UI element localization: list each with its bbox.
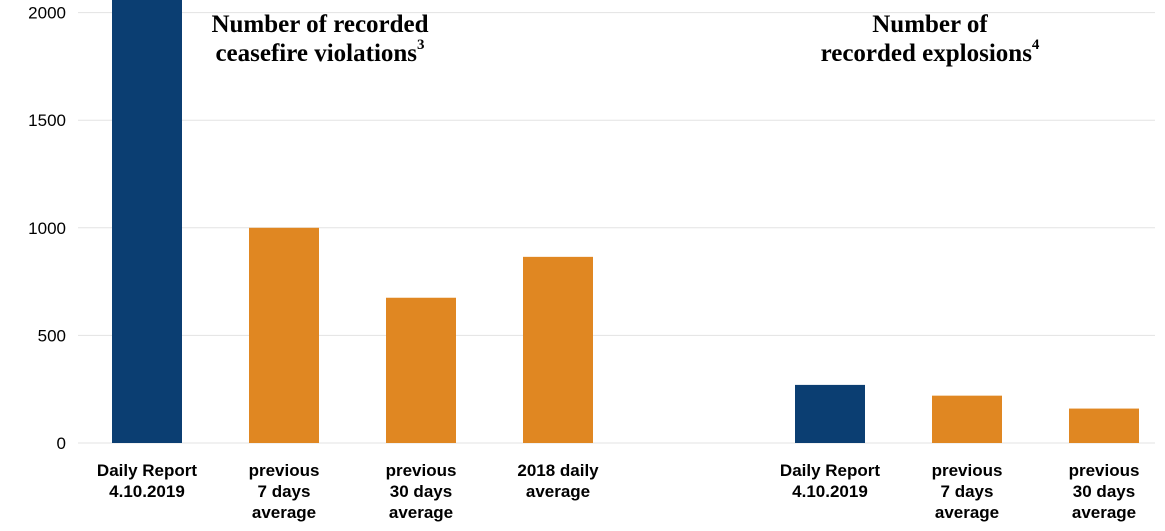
x-category-label-line: previous [249,461,320,480]
x-category-label: Daily Report 4.10.2019 [780,461,880,501]
x-category-label-line: 4.10.2019 [109,482,185,501]
chart-title-line-1: Number of [872,11,988,38]
x-category-label: previous 7 days average [932,461,1003,522]
bar [1069,408,1139,443]
x-category-label-line: Daily Report [97,461,197,480]
footnote-marker: 3 [417,36,425,53]
x-category-label: previous 7 days average [249,461,320,522]
chart-title-explosions: Number of recorded explosions4 [740,10,1120,68]
x-category-label-line: average [252,503,316,522]
footnote-marker: 4 [1031,36,1040,53]
x-category-label: previous 30 days average [386,461,457,522]
x-category-label: Daily Report 4.10.2019 [97,461,197,501]
x-category-label-line: 2018 daily [517,461,599,480]
bar [249,227,319,443]
y-tick-label: 2000 [28,4,66,23]
x-category-label-line: 7 days [258,482,311,501]
chart-title-ceasefire-violations: Number of recorded ceasefire violations3 [120,10,520,68]
x-category-label-line: 4.10.2019 [792,482,868,501]
chart-title-line-1: Number of recorded [211,11,429,38]
bar [523,256,593,443]
bar [795,384,865,443]
chart-title-line-2: recorded explosions [820,40,1032,67]
y-tick-label: 1500 [28,111,66,130]
x-category-label-line: previous [1069,461,1140,480]
x-category-label-line: average [389,503,453,522]
x-category-label-line: average [1072,503,1136,522]
bar [386,297,456,443]
x-category-label-line: Daily Report [780,461,880,480]
x-category-label-line: average [935,503,999,522]
bar [932,395,1002,443]
bar [112,0,182,444]
x-category-label-line: previous [386,461,457,480]
chart-title-line-2: ceasefire violations [215,40,418,67]
y-tick-label: 0 [57,434,66,453]
x-category-label-line: average [526,482,590,501]
x-category-label-line: 30 days [390,482,452,501]
x-category-label-line: 7 days [941,482,994,501]
y-tick-label: 500 [38,326,66,345]
y-tick-label: 1000 [28,219,66,238]
x-category-label: 2018 daily average [517,461,599,501]
x-category-label-line: previous [932,461,1003,480]
x-category-label: previous 30 days average [1069,461,1140,522]
x-category-label-line: 30 days [1073,482,1135,501]
